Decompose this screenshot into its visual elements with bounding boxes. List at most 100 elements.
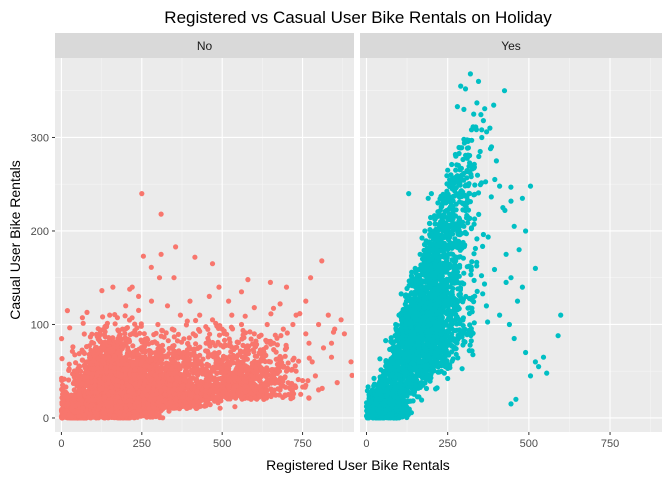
data-point [350, 373, 355, 378]
data-point [239, 336, 244, 341]
data-point [164, 354, 169, 359]
data-point [152, 339, 157, 344]
data-point [263, 338, 268, 343]
data-point [245, 357, 250, 362]
data-point [243, 367, 248, 372]
data-point [246, 351, 251, 356]
data-point [167, 400, 172, 405]
data-point [70, 371, 75, 376]
data-point [289, 368, 294, 373]
data-point [238, 371, 243, 376]
data-point [203, 388, 208, 393]
data-point [90, 350, 95, 355]
data-point [67, 362, 72, 367]
x-tick-label: 0 [58, 438, 64, 450]
y-tick-label: 100 [31, 319, 49, 331]
data-point [150, 392, 155, 397]
data-point [139, 324, 144, 329]
data-point [197, 353, 202, 358]
data-point [92, 378, 97, 383]
data-point [70, 344, 75, 349]
data-point [88, 334, 93, 339]
data-point [126, 383, 131, 388]
data-point [77, 387, 82, 392]
data-point [277, 369, 282, 374]
data-point [210, 340, 215, 345]
data-point [213, 380, 218, 385]
data-point [159, 367, 164, 372]
data-point [132, 382, 137, 387]
data-point [215, 340, 220, 345]
data-point [61, 385, 66, 390]
data-point [128, 332, 133, 337]
data-point [249, 336, 254, 341]
data-point [122, 366, 127, 371]
data-point [348, 359, 353, 364]
data-point [67, 325, 72, 330]
data-point [176, 350, 181, 355]
data-point [172, 334, 177, 339]
data-point [100, 358, 105, 363]
data-point [260, 368, 265, 373]
data-point [67, 366, 72, 371]
data-point [240, 354, 245, 359]
data-point [211, 369, 216, 374]
data-point [223, 355, 228, 360]
data-point [119, 391, 124, 396]
data-point [115, 350, 120, 355]
data-point [122, 412, 127, 417]
data-point [181, 377, 186, 382]
data-point [111, 348, 116, 353]
data-point [218, 406, 223, 411]
data-point [196, 327, 201, 332]
data-point [115, 327, 120, 332]
data-point [153, 355, 158, 360]
data-point [283, 392, 288, 397]
data-point [208, 389, 213, 394]
data-point [159, 334, 164, 339]
data-point [233, 345, 238, 350]
data-point [164, 373, 169, 378]
data-point [275, 356, 280, 361]
data-point [250, 363, 255, 368]
data-point [227, 362, 232, 367]
data-point [102, 394, 107, 399]
data-point [194, 394, 199, 399]
data-point [273, 333, 278, 338]
data-point [286, 360, 291, 365]
data-point [99, 381, 104, 386]
data-point [217, 333, 222, 338]
data-point [181, 360, 186, 365]
data-point [243, 330, 248, 335]
y-tick-label: 0 [43, 413, 49, 425]
data-point [194, 406, 199, 411]
y-tick-label: 200 [31, 226, 49, 238]
data-point [149, 265, 154, 270]
data-point [101, 345, 106, 350]
data-point [104, 369, 109, 374]
data-point [193, 318, 198, 323]
data-point [275, 362, 280, 367]
data-point [214, 389, 219, 394]
data-point [115, 394, 120, 399]
data-point [269, 388, 274, 393]
data-point [188, 378, 193, 383]
data-point [142, 369, 147, 374]
data-point [187, 335, 192, 340]
data-point [174, 362, 179, 367]
data-point [226, 383, 231, 388]
data-point [159, 353, 164, 358]
data-point [160, 415, 165, 420]
data-point [131, 372, 136, 377]
data-point [335, 380, 340, 385]
data-point [152, 381, 157, 386]
data-point [97, 338, 102, 343]
facet-strip-label: No [197, 39, 213, 53]
data-point [117, 410, 122, 415]
data-point [222, 343, 227, 348]
data-point [178, 402, 183, 407]
data-point [142, 331, 147, 336]
data-point [141, 347, 146, 352]
data-point [125, 325, 130, 330]
